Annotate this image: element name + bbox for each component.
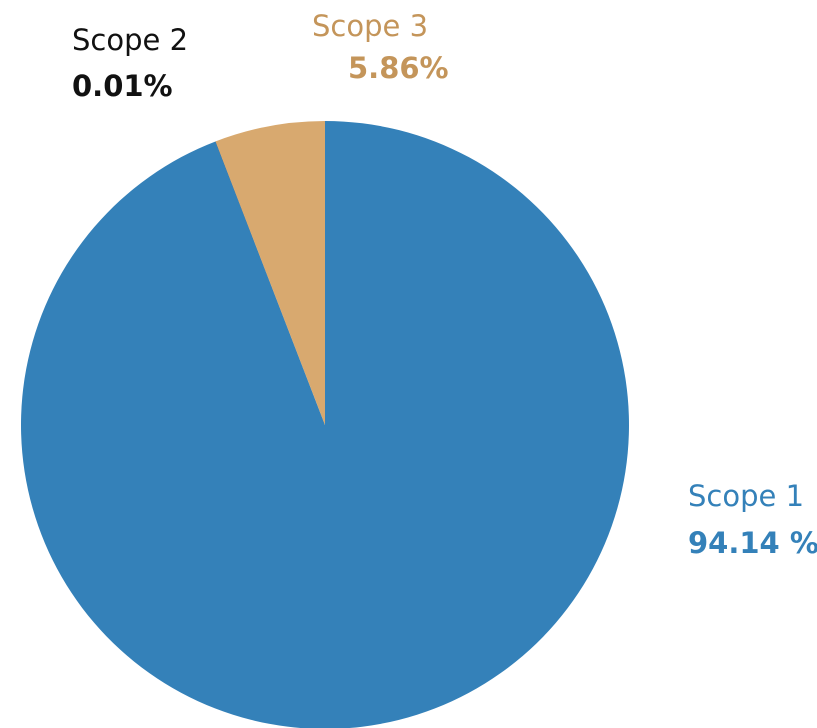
slice-label: Scope 1 — [688, 479, 804, 513]
slice-value-label: 5.86% — [348, 51, 449, 85]
slice-label: Scope 3 — [312, 9, 428, 43]
pie-slice — [215, 121, 325, 425]
slice-value-label: 0.01% — [72, 69, 173, 103]
slice-value-label: 94.14 % — [688, 526, 817, 560]
slice-label: Scope 2 — [72, 23, 188, 57]
pie-slice — [215, 141, 325, 425]
pie-slice — [21, 121, 629, 728]
